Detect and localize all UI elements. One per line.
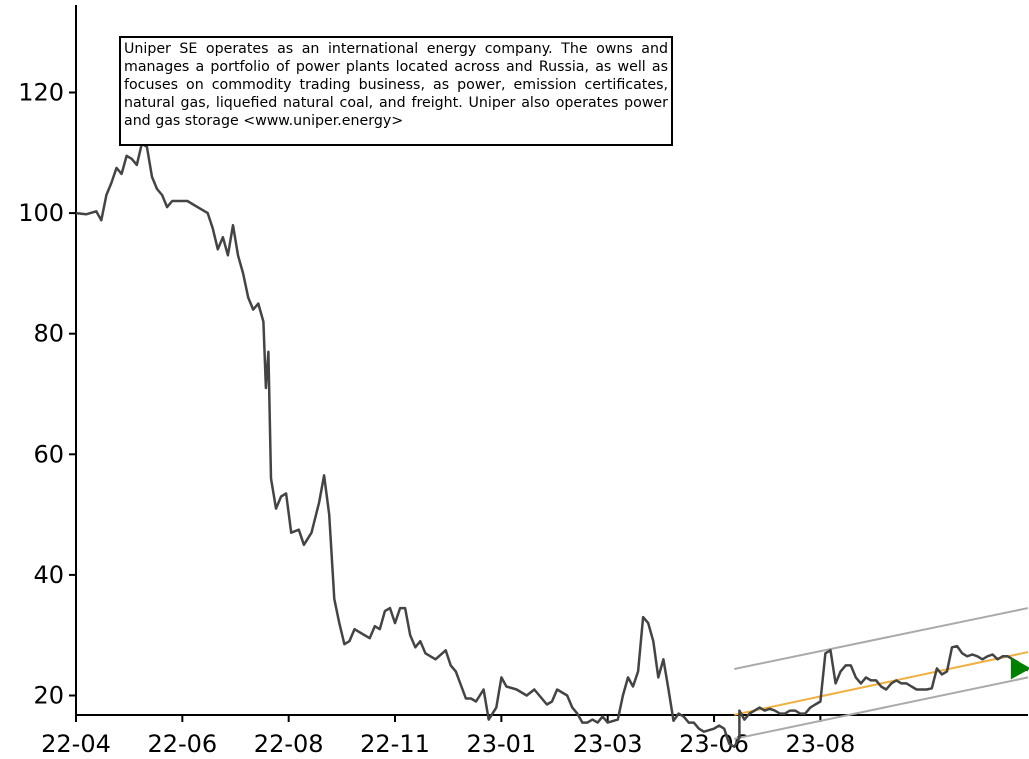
x-tick-label: 23-03 [573,730,643,758]
y-tick-label: 120 [18,79,64,107]
y-tick-label: 20 [33,682,64,710]
trend-channel-lower [734,676,1029,740]
trend-channel-center [734,651,1029,716]
y-tick-label: 100 [18,199,64,227]
x-tick-label: 23-08 [786,730,856,758]
x-tick-label: 22-06 [147,730,217,758]
company-description-box: Uniper SE operates as an international e… [119,36,673,146]
x-tick-label: 22-08 [254,730,324,758]
series-layer [75,142,1029,749]
y-tick-label: 80 [33,320,64,348]
x-tick-label: 22-04 [41,730,111,758]
last-price-marker [1010,657,1029,680]
price-line [75,142,1029,749]
x-tick-label: 22-11 [360,730,430,758]
y-tick-label: 40 [33,561,64,589]
x-tick-label: 23-01 [466,730,536,758]
trend-channel-upper [734,607,1029,670]
company-description-text: Uniper SE operates as an international e… [124,41,668,129]
y-tick-label: 60 [33,440,64,468]
marker-layer [1010,657,1029,680]
axes: 20 40 60 80 100 120 22-04 22-06 22-08 22-11 23-01 2… [18,5,1028,758]
